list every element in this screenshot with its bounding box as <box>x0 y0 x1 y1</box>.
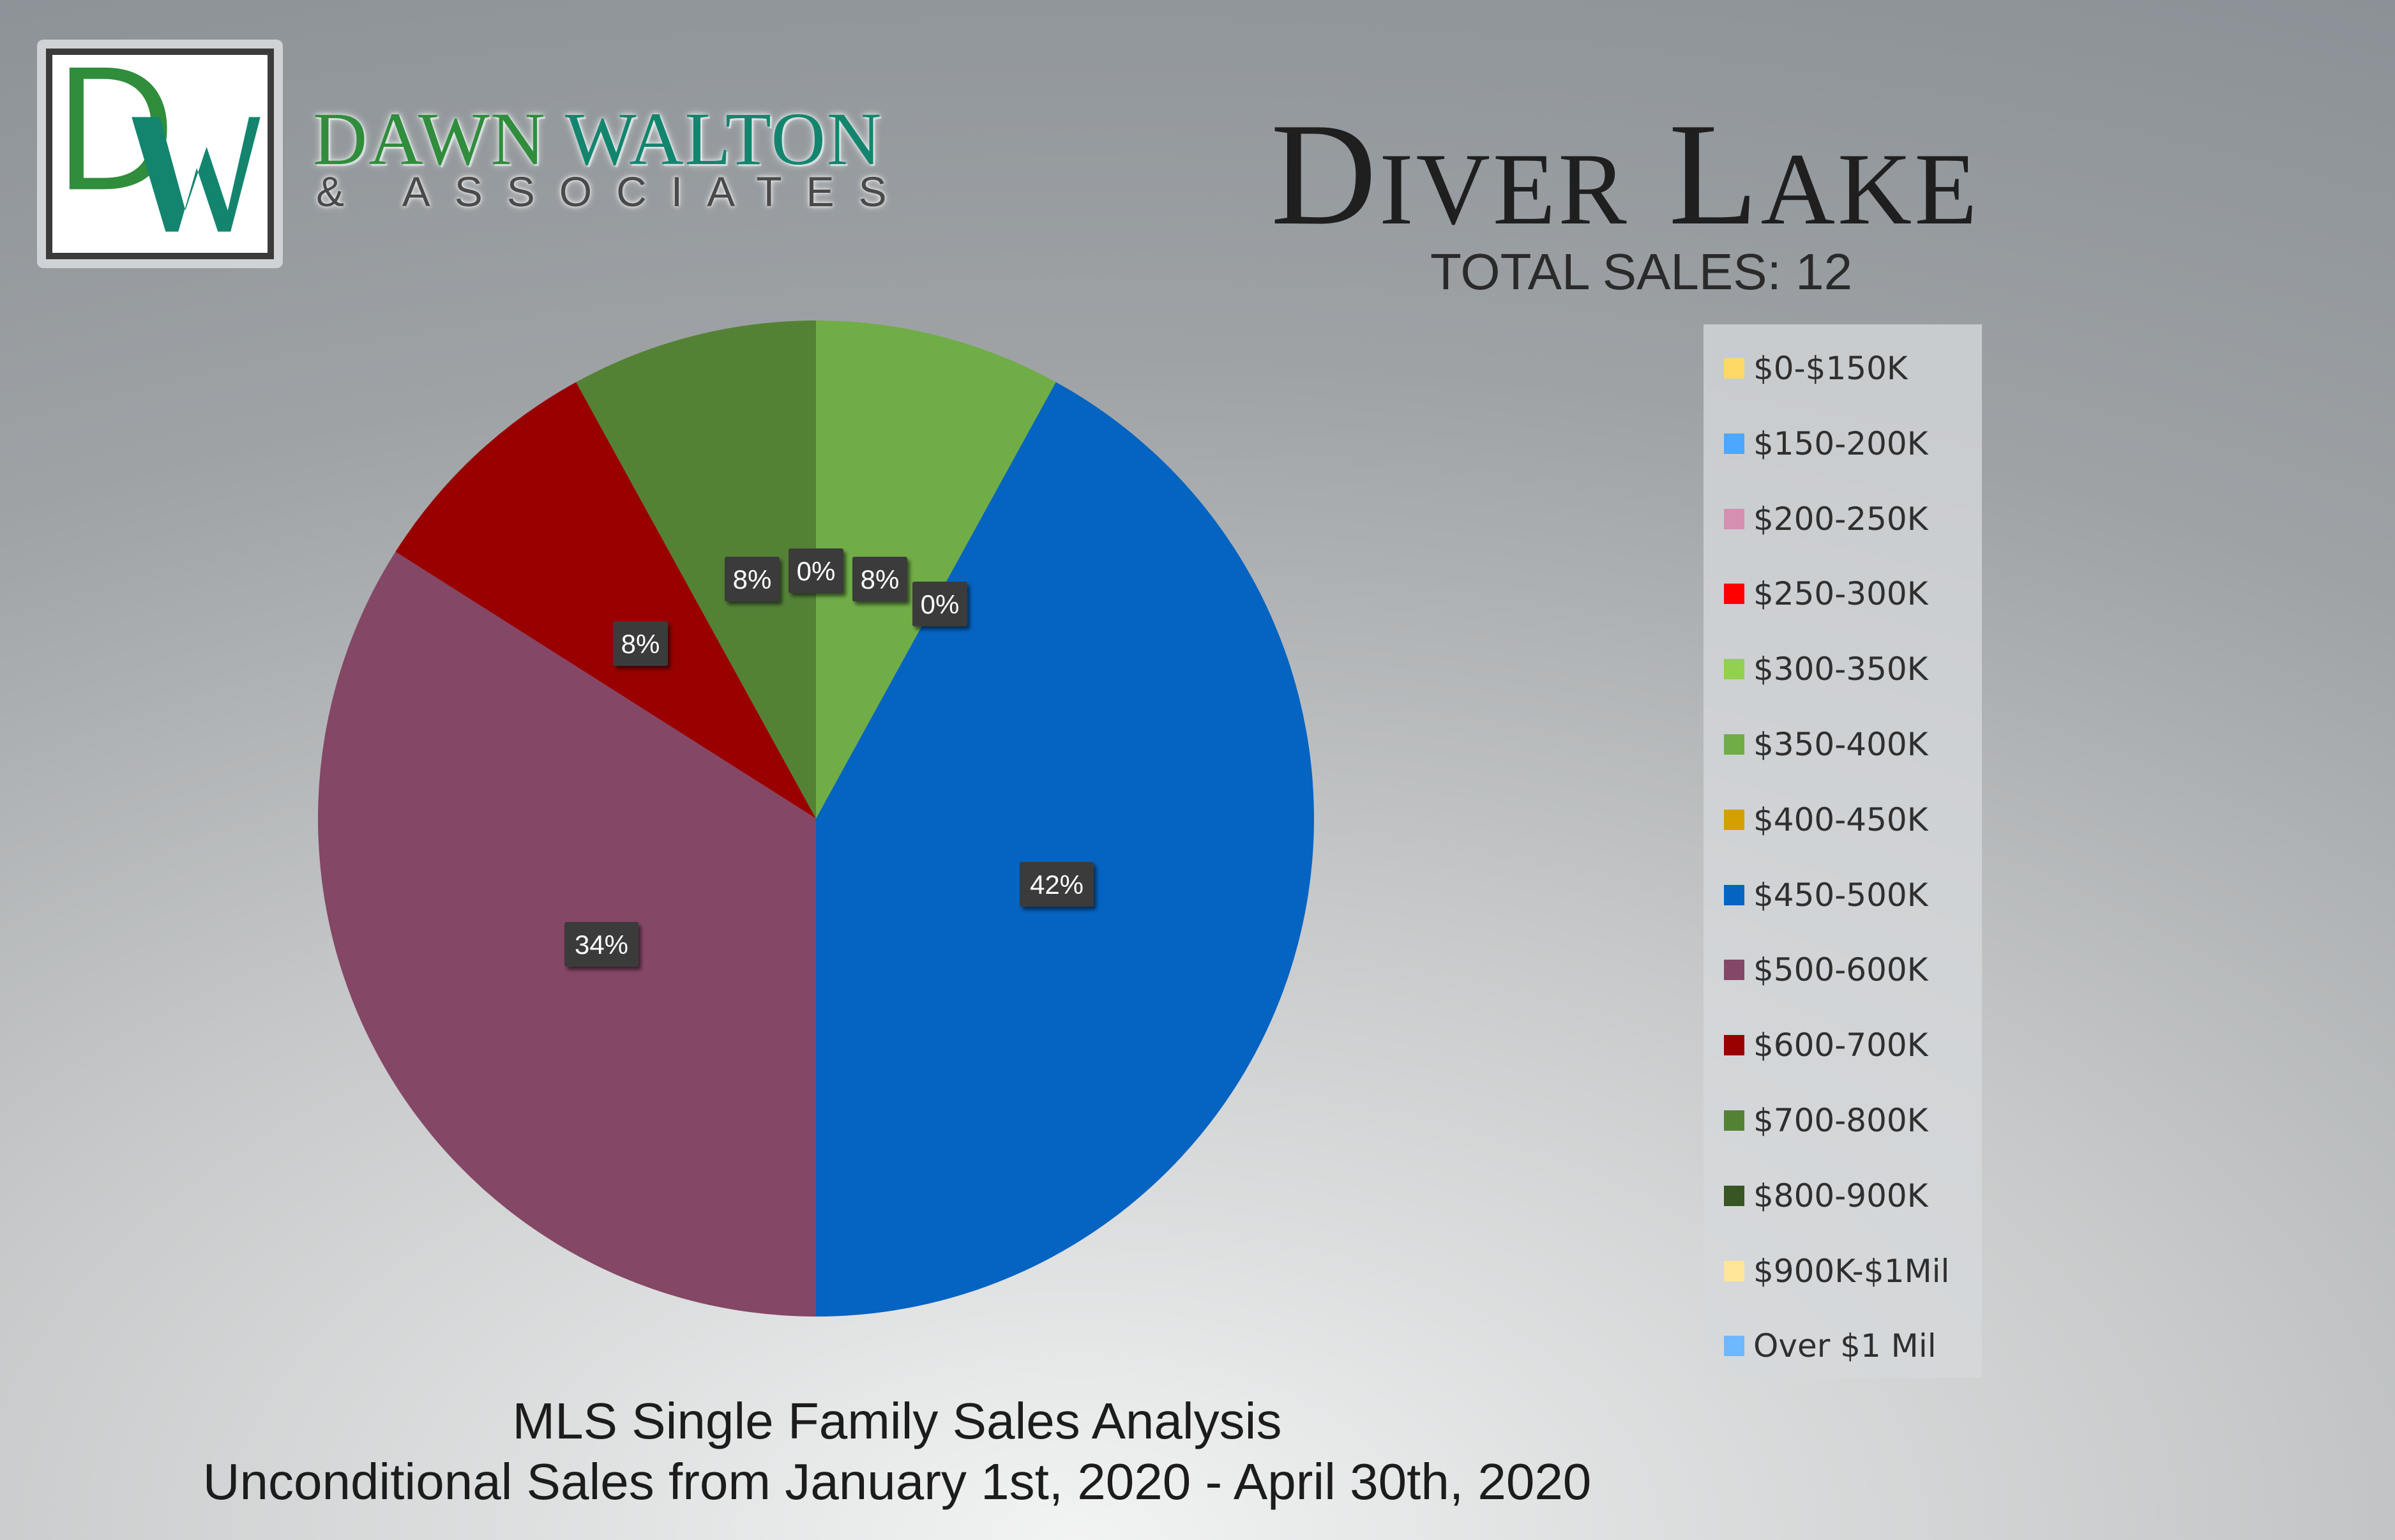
legend-item-500-600k: $500-600K <box>1724 941 1928 999</box>
legend-item-350-400k: $350-400K <box>1724 716 1928 773</box>
legend-item-400-450k: $400-450K <box>1724 791 1928 849</box>
legend-swatch <box>1724 809 1744 830</box>
legend-label: $450-500K <box>1753 876 1928 914</box>
legend-swatch <box>1724 1336 1744 1357</box>
svg-text:8%: 8% <box>621 629 660 659</box>
legend-swatch <box>1724 734 1744 755</box>
legend-label: $350-400K <box>1753 726 1928 763</box>
brand-name-last: WALTON <box>564 97 883 181</box>
legend-label: $150-200K <box>1753 425 1928 462</box>
legend-label: $200-250K <box>1753 500 1928 538</box>
pie-slice-600-700k <box>395 382 816 819</box>
data-label-500-600k: 34% <box>564 922 638 967</box>
page-title: Diver Lake <box>1271 93 1980 255</box>
data-label-350-400k: 8% <box>852 557 907 601</box>
footer-subtitle: Unconditional Sales from January 1st, 20… <box>202 1453 1592 1510</box>
legend-item-800-900k: $800-900K <box>1724 1167 1928 1225</box>
legend-item-300-350k: $300-350K <box>1724 640 1928 698</box>
svg-text:8%: 8% <box>733 564 772 594</box>
legend-label: Over $1 Mil <box>1753 1327 1937 1365</box>
data-label-400-450k: 0% <box>912 582 967 626</box>
dw-monogram-icon <box>69 67 261 232</box>
legend-swatch <box>1724 584 1744 605</box>
legend-label: $600-700K <box>1753 1027 1928 1064</box>
footer-title: MLS Single Family Sales Analysis <box>512 1393 1282 1449</box>
legend-label: $500-600K <box>1753 951 1928 989</box>
legend-item-600-700k: $600-700K <box>1724 1016 1928 1074</box>
legend-item-0-150k: $0-$150K <box>1724 340 1908 397</box>
legend-swatch <box>1724 1260 1744 1281</box>
brand-logo <box>37 40 283 268</box>
svg-text:8%: 8% <box>861 564 900 594</box>
svg-text:34%: 34% <box>575 930 628 960</box>
legend-label: $300-350K <box>1753 651 1928 688</box>
legend-item-900k-1mil: $900K-$1Mil <box>1724 1242 1949 1300</box>
legend-item-450-500k: $450-500K <box>1724 866 1928 924</box>
legend-swatch <box>1724 884 1744 905</box>
legend-label: $800-900K <box>1753 1177 1928 1214</box>
legend-item-over-1-mil: Over $1 Mil <box>1724 1317 1937 1375</box>
chart-legend: $0-$150K $150-200K $200-250K $250-300K $300-… <box>1704 324 1982 1378</box>
brand-name-first: DAWN <box>313 97 547 181</box>
legend-label: $700-800K <box>1753 1102 1928 1139</box>
total-sales: TOTAL SALES: 12 <box>1430 243 1853 300</box>
svg-text:0%: 0% <box>797 556 836 586</box>
data-label-600-700k: 8% <box>613 621 668 666</box>
legend-label: $250-300K <box>1753 575 1928 613</box>
brand-name: DAWN WALTON <box>313 96 882 183</box>
legend-swatch <box>1724 433 1744 454</box>
legend-item-150-200k: $150-200K <box>1724 415 1928 472</box>
legend-label: $900K-$1Mil <box>1753 1252 1950 1290</box>
legend-swatch <box>1724 508 1744 529</box>
legend-item-250-300k: $250-300K <box>1724 565 1928 623</box>
legend-label: $0-$150K <box>1753 350 1908 387</box>
logo-frame <box>46 49 274 259</box>
legend-label: $400-450K <box>1753 801 1928 838</box>
legend-swatch <box>1724 1035 1744 1056</box>
pie-slice-700-800k <box>576 321 816 819</box>
svg-text:0%: 0% <box>921 589 960 619</box>
pie-slice-350-400k <box>816 321 1056 819</box>
data-label-700-800k: 8% <box>725 557 780 601</box>
legend-swatch <box>1724 659 1744 680</box>
legend-item-200-250k: $200-250K <box>1724 490 1928 548</box>
legend-swatch <box>1724 1110 1744 1131</box>
legend-swatch <box>1724 960 1744 981</box>
data-label-800-900k: 0% <box>789 548 843 593</box>
brand-subtitle: & ASSOCIATES <box>316 168 911 215</box>
legend-swatch <box>1724 358 1744 379</box>
legend-swatch <box>1724 1185 1744 1206</box>
legend-item-700-800k: $700-800K <box>1724 1092 1928 1149</box>
svg-text:42%: 42% <box>1030 870 1084 900</box>
data-label-450-500k: 42% <box>1020 862 1094 907</box>
